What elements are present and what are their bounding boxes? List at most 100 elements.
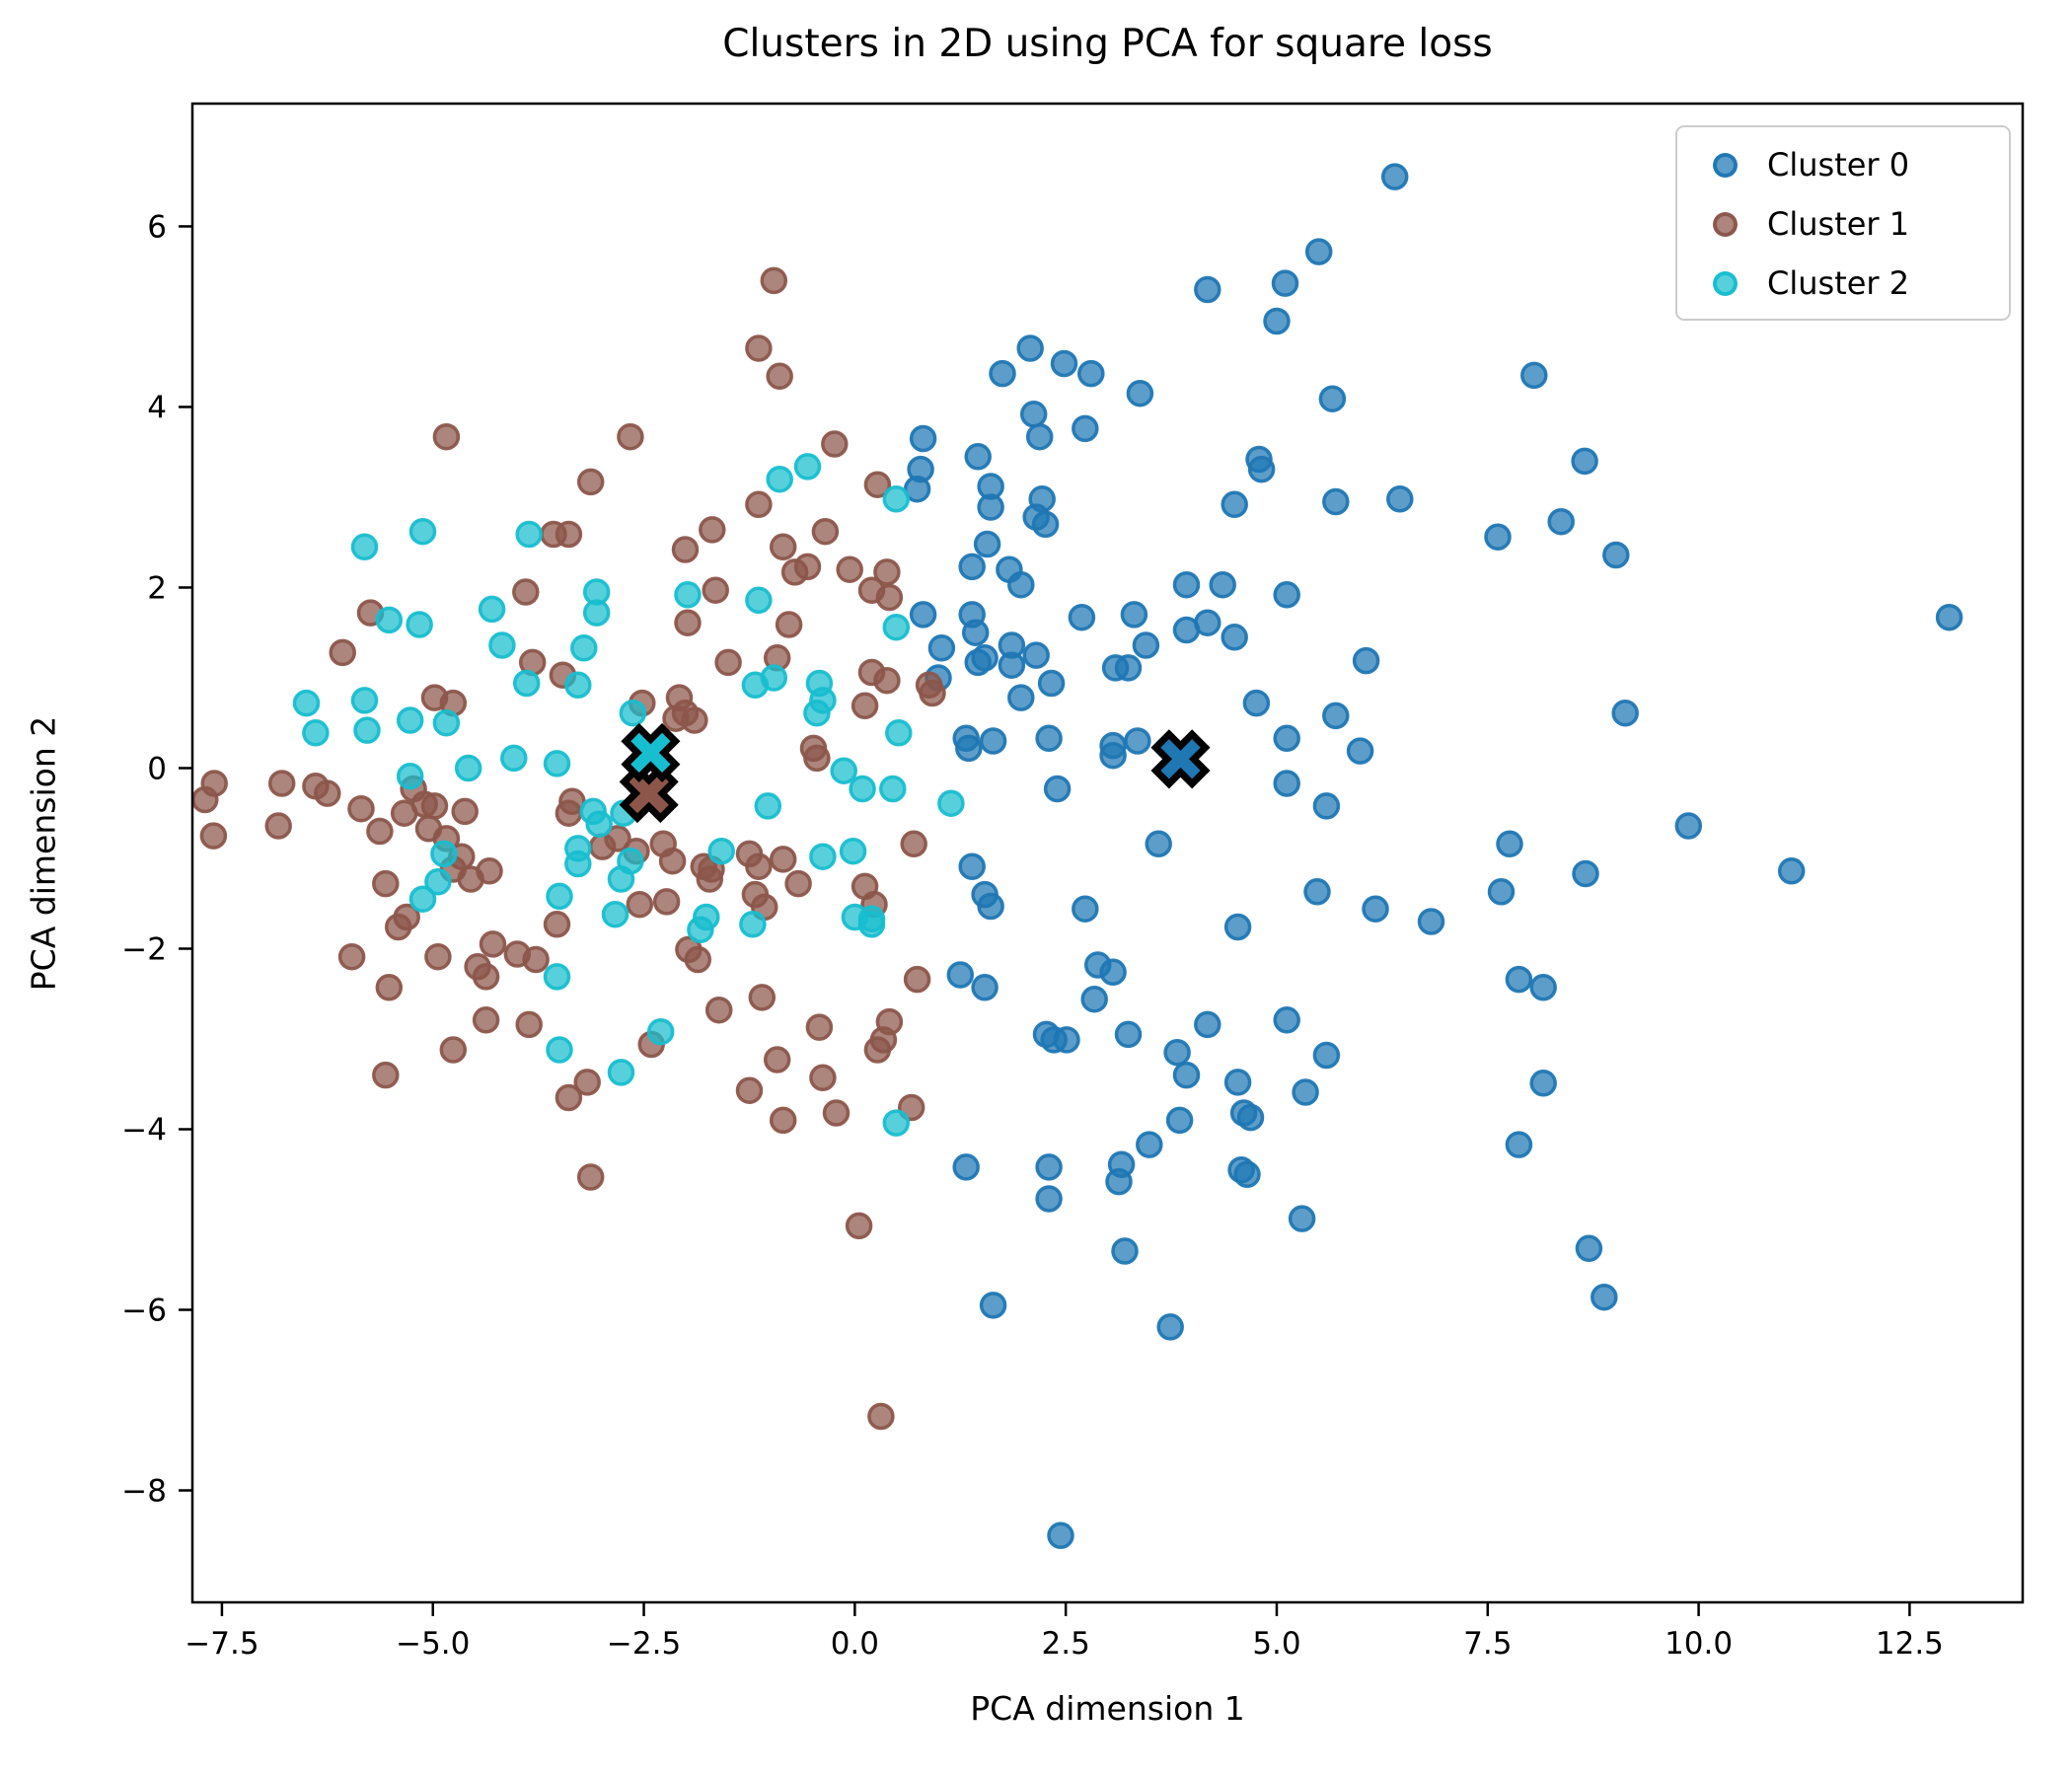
data-point bbox=[1572, 859, 1599, 888]
data-point bbox=[424, 942, 452, 971]
data-point bbox=[1611, 699, 1639, 727]
data-point bbox=[946, 961, 975, 989]
data-point bbox=[1050, 349, 1078, 378]
data-point bbox=[1386, 485, 1414, 513]
data-point bbox=[822, 1099, 851, 1127]
data-point bbox=[857, 911, 886, 938]
data-point bbox=[1037, 669, 1066, 698]
data-point bbox=[699, 516, 726, 544]
data-point bbox=[805, 1013, 834, 1041]
data-point bbox=[1120, 601, 1148, 629]
data-point bbox=[1417, 908, 1445, 935]
data-point bbox=[472, 1006, 500, 1034]
data-point bbox=[977, 892, 1004, 921]
data-point bbox=[1777, 857, 1806, 885]
y-tick-label: −2 bbox=[121, 931, 167, 967]
data-point bbox=[430, 840, 458, 868]
data-point bbox=[1194, 609, 1221, 636]
data-point bbox=[454, 754, 482, 782]
data-point bbox=[439, 1036, 468, 1064]
cluster-1-marker-icon bbox=[1713, 211, 1738, 237]
data-point bbox=[1221, 490, 1248, 519]
data-point bbox=[512, 669, 541, 698]
data-point bbox=[714, 648, 742, 677]
data-point bbox=[1346, 737, 1374, 765]
data-point bbox=[347, 794, 375, 823]
data-point bbox=[662, 704, 690, 732]
y-axis-label: PCA dimension 2 bbox=[24, 715, 63, 992]
data-point bbox=[769, 846, 797, 873]
chart-title: Clusters in 2D using PCA for square loss bbox=[722, 22, 1493, 66]
data-point bbox=[1575, 1234, 1603, 1263]
data-point bbox=[811, 517, 840, 546]
data-point bbox=[408, 885, 437, 913]
data-point bbox=[1172, 1061, 1201, 1089]
data-point bbox=[372, 869, 400, 898]
data-point bbox=[396, 762, 424, 790]
data-point bbox=[1016, 334, 1044, 362]
data-point bbox=[903, 965, 931, 994]
data-point bbox=[851, 692, 879, 720]
data-point bbox=[1223, 913, 1252, 941]
data-point bbox=[1145, 830, 1172, 858]
data-point bbox=[1080, 985, 1108, 1013]
data-point bbox=[745, 586, 773, 615]
data-point bbox=[604, 825, 631, 852]
data-point bbox=[879, 775, 907, 803]
data-point bbox=[576, 468, 605, 496]
data-point bbox=[515, 1010, 543, 1039]
data-point bbox=[1529, 1070, 1557, 1097]
y-tick-label: −8 bbox=[121, 1474, 167, 1510]
x-tick-label: 2.5 bbox=[1042, 1626, 1090, 1662]
y-tick-label: 2 bbox=[147, 570, 167, 606]
centroid-x-marker bbox=[1150, 729, 1211, 789]
data-point bbox=[964, 443, 992, 471]
data-point bbox=[1242, 689, 1271, 717]
data-point bbox=[555, 520, 583, 549]
data-point bbox=[1035, 1153, 1063, 1181]
y-tick-label: −6 bbox=[121, 1294, 167, 1329]
data-point bbox=[1007, 570, 1035, 599]
data-point bbox=[739, 911, 767, 938]
data-point bbox=[675, 935, 703, 964]
data-point bbox=[1273, 581, 1300, 609]
legend-label-cluster-2: Cluster 2 bbox=[1767, 264, 1910, 302]
data-point bbox=[989, 359, 1016, 388]
data-point bbox=[754, 792, 782, 820]
data-point bbox=[546, 1036, 573, 1064]
x-tick-label: −2.5 bbox=[607, 1626, 681, 1662]
legend-item-cluster-1: Cluster 1 bbox=[1713, 194, 2009, 254]
cluster-2-marker-icon bbox=[1713, 270, 1738, 296]
data-point bbox=[1496, 830, 1523, 858]
data-point bbox=[1273, 1006, 1300, 1034]
data-point bbox=[1484, 523, 1512, 551]
x-tick-label: 5.0 bbox=[1252, 1626, 1300, 1662]
data-point bbox=[977, 493, 1004, 521]
data-point bbox=[900, 830, 927, 858]
x-tick-label: 7.5 bbox=[1463, 1626, 1512, 1662]
x-tick-label: −7.5 bbox=[185, 1626, 259, 1662]
data-point bbox=[1571, 447, 1598, 476]
data-point bbox=[1114, 654, 1143, 682]
data-point bbox=[366, 817, 394, 846]
legend-item-cluster-0: Cluster 0 bbox=[1713, 135, 2009, 194]
data-point bbox=[1209, 570, 1236, 599]
y-tick-label: 6 bbox=[147, 209, 167, 245]
data-point bbox=[1022, 503, 1050, 531]
data-point bbox=[775, 611, 803, 638]
data-point bbox=[384, 913, 412, 941]
data-point bbox=[350, 687, 379, 714]
data-point bbox=[745, 490, 773, 519]
data-point bbox=[793, 453, 822, 481]
data-point bbox=[803, 699, 831, 727]
x-tick-label: 10.0 bbox=[1665, 1626, 1733, 1662]
data-point bbox=[909, 424, 937, 453]
data-point bbox=[821, 430, 849, 458]
data-point bbox=[1304, 238, 1333, 265]
data-point bbox=[302, 719, 330, 747]
data-point bbox=[919, 679, 946, 707]
data-point bbox=[570, 634, 598, 662]
data-point bbox=[885, 719, 913, 747]
data-point bbox=[845, 1212, 873, 1240]
